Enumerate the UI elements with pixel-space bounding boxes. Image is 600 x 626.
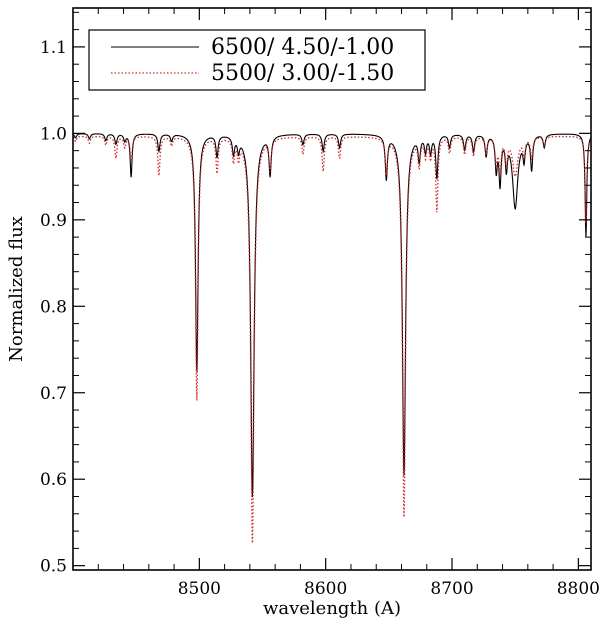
legend-label-0: 6500/ 4.50/-1.00	[211, 35, 394, 60]
y-tick-label: 0.9	[40, 211, 67, 231]
y-axis-title: Normalized flux	[6, 216, 27, 362]
y-tick-label: 1.1	[40, 38, 67, 58]
series-line-1	[73, 135, 591, 544]
x-axis-title: wavelength (A)	[263, 598, 401, 619]
x-tick-label: 8700	[430, 579, 473, 599]
y-tick-label: 0.8	[40, 297, 67, 317]
ticks-layer: 8500 8600 8700 8800 0.5 0.6 0.7 0.8 0.9 1.0 1.1	[40, 8, 600, 599]
series-layer	[73, 133, 591, 544]
legend-label-1: 5500/ 3.00/-1.50	[211, 61, 394, 86]
series-line-0	[73, 133, 591, 498]
x-tick-label: 8500	[178, 579, 221, 599]
x-tick-label: 8600	[304, 579, 347, 599]
legend: 6500/ 4.50/-1.00 5500/ 3.00/-1.50	[88, 29, 426, 91]
y-tick-label: 0.5	[40, 557, 67, 577]
y-tick-label: 0.6	[40, 470, 67, 490]
legend-box	[88, 29, 426, 91]
plot-frame	[72, 7, 592, 571]
y-tick-label: 0.7	[40, 384, 67, 404]
x-tick-label: 8800	[557, 579, 600, 599]
y-tick-label: 1.0	[40, 124, 67, 144]
